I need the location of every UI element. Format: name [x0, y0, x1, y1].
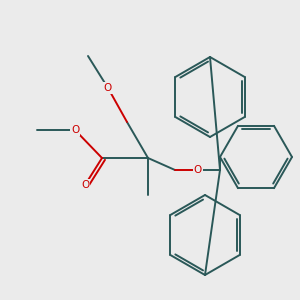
Text: O: O [194, 165, 202, 175]
Text: O: O [104, 83, 112, 93]
Text: O: O [71, 125, 79, 135]
Text: O: O [81, 180, 89, 190]
